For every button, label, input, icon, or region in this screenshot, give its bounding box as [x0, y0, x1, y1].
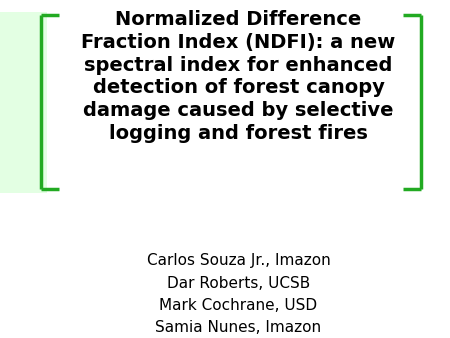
- Bar: [0, 12, 47, 193]
- Text: Normalized Difference
Fraction Index (NDFI): a new
spectral index for enhanced
d: Normalized Difference Fraction Index (ND…: [81, 10, 396, 143]
- Text: Carlos Souza Jr., Imazon
Dar Roberts, UCSB
Mark Cochrane, USD
Samia Nunes, Imazo: Carlos Souza Jr., Imazon Dar Roberts, UC…: [147, 254, 330, 335]
